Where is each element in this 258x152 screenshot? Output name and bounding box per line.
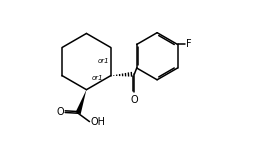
Text: F: F xyxy=(186,40,191,49)
Text: or1: or1 xyxy=(92,75,103,81)
Polygon shape xyxy=(76,90,86,114)
Text: O: O xyxy=(56,107,64,117)
Text: O: O xyxy=(131,95,138,105)
Text: OH: OH xyxy=(90,117,105,127)
Text: or1: or1 xyxy=(98,58,109,64)
